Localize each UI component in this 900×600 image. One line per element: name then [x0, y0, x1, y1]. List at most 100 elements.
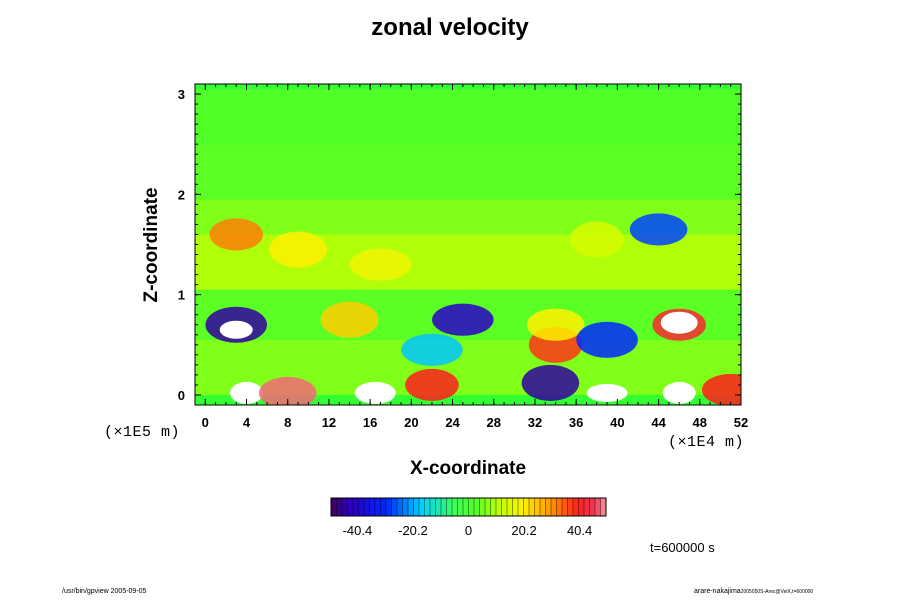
field-blob [405, 368, 459, 401]
x-tick-label: 44 [651, 415, 666, 430]
footer-command: /usr/bin/gpview 2005-09-05 [62, 588, 147, 595]
colorbar-cell [551, 498, 557, 516]
y-axis: 0 1 2 3 [178, 87, 741, 403]
time-label: t=600000 s [650, 540, 715, 555]
colorbar-cell [474, 498, 480, 516]
colorbar-cell [556, 498, 563, 516]
footer-author-name: arare-nakajima [694, 588, 741, 595]
colorbar-tick-label: 20.2 [511, 523, 536, 538]
colorbar-cell [353, 498, 359, 516]
chart-title: zonal velocity [371, 14, 529, 41]
colorbar-cell [600, 498, 607, 516]
colorbar-cell [336, 498, 343, 516]
colorbar-cell [391, 498, 398, 516]
x-tick-label: 8 [284, 415, 291, 430]
footer-file: 2005050S-Arec@VelX,t=600000 [740, 589, 814, 595]
colorbar-cell [342, 498, 348, 516]
colorbar-cell [496, 498, 502, 516]
colorbar-cell [584, 498, 590, 516]
colorbar-cell [501, 498, 508, 516]
colorbar-cell [452, 498, 458, 516]
colorbar-cell [518, 498, 524, 516]
colorbar-cell [331, 498, 337, 516]
x-tick-label: 20 [404, 415, 418, 430]
field-band [195, 144, 741, 200]
colorbar-cell [567, 498, 574, 516]
colorbar-cell [430, 498, 436, 516]
x-tick-label: 48 [693, 415, 707, 430]
colorbar-cell [364, 498, 370, 516]
footer-author: arare-nakajima2005050S-Arec@VelX,t=60000… [694, 588, 813, 595]
field-blob [662, 381, 696, 404]
colorbar-cell [595, 498, 601, 516]
colorbar-cell [562, 498, 568, 516]
colorbar-cell [490, 498, 497, 516]
colorbar: -40.4 -20.2 0 20.2 40.4 [330, 497, 607, 538]
colorbar-cell [578, 498, 585, 516]
field-blob [576, 321, 638, 358]
velocity-field [195, 89, 741, 405]
x-tick-label: 0 [202, 415, 209, 430]
x-tick-label: 24 [445, 415, 460, 430]
colorbar-frame [330, 497, 607, 517]
y-tick-label: 2 [178, 187, 185, 202]
field-blob [569, 221, 624, 258]
field-blob [230, 381, 263, 404]
colorbar-cell [369, 498, 376, 516]
x-axis: 0 4 8 12 16 20 24 28 32 36 40 44 48 52 [194, 84, 748, 430]
colorbar-cell [424, 498, 431, 516]
y-tick-label: 0 [178, 388, 185, 403]
field-blob [209, 218, 263, 251]
colorbar-cell [512, 498, 519, 516]
x-tick-label: 12 [322, 415, 336, 430]
colorbar-cell [589, 498, 596, 516]
colorbar-cell [523, 498, 530, 516]
colorbar-tick-label: -40.4 [343, 523, 373, 538]
colorbar-cell [479, 498, 486, 516]
colorbar-cell [468, 498, 475, 516]
colorbar-cell [347, 498, 354, 516]
colorbar-cell [397, 498, 403, 516]
colorbar-cell [573, 498, 579, 516]
colorbar-cell [419, 498, 425, 516]
field-blob [401, 333, 463, 366]
colorbar-cell [441, 498, 447, 516]
colorbar-cell [534, 498, 541, 516]
y-tick-label: 1 [178, 288, 185, 303]
y-unit-label: (×1E5 m) [104, 424, 181, 441]
colorbar-cell [463, 498, 469, 516]
field-blob [219, 320, 253, 339]
colorbar-cell [375, 498, 381, 516]
colorbar-cell [402, 498, 409, 516]
x-unit-label: (×1E4 m) [668, 434, 745, 451]
colorbar-cell [457, 498, 464, 516]
colorbar-tick-label: -20.2 [398, 523, 428, 538]
colorbar-cell [413, 498, 420, 516]
field-blob [526, 308, 585, 341]
colorbar-cell [380, 498, 387, 516]
field-blob [269, 231, 327, 268]
x-tick-label: 36 [569, 415, 583, 430]
field-blob [521, 364, 580, 401]
field-blob [258, 376, 317, 405]
field-band [195, 89, 741, 145]
x-tick-label: 52 [734, 415, 748, 430]
colorbar-cell [446, 498, 453, 516]
colorbar-cell [540, 498, 546, 516]
colorbar-cell [435, 498, 442, 516]
x-tick-label: 40 [610, 415, 624, 430]
x-axis-title: X-coordinate [409, 458, 527, 479]
field-blob [660, 311, 698, 334]
colorbar-tick-label: 0 [465, 523, 472, 538]
x-tick-label: 32 [528, 415, 542, 430]
field-blob [349, 248, 412, 281]
colorbar-cell [358, 498, 365, 516]
field-blob [320, 301, 379, 338]
y-axis-title: Z-coordinate [141, 187, 162, 303]
colorbar-cell [386, 498, 392, 516]
field-blob [586, 383, 628, 402]
colorbar-cell [485, 498, 491, 516]
x-tick-label: 16 [363, 415, 377, 430]
colorbar-cell [545, 498, 552, 516]
